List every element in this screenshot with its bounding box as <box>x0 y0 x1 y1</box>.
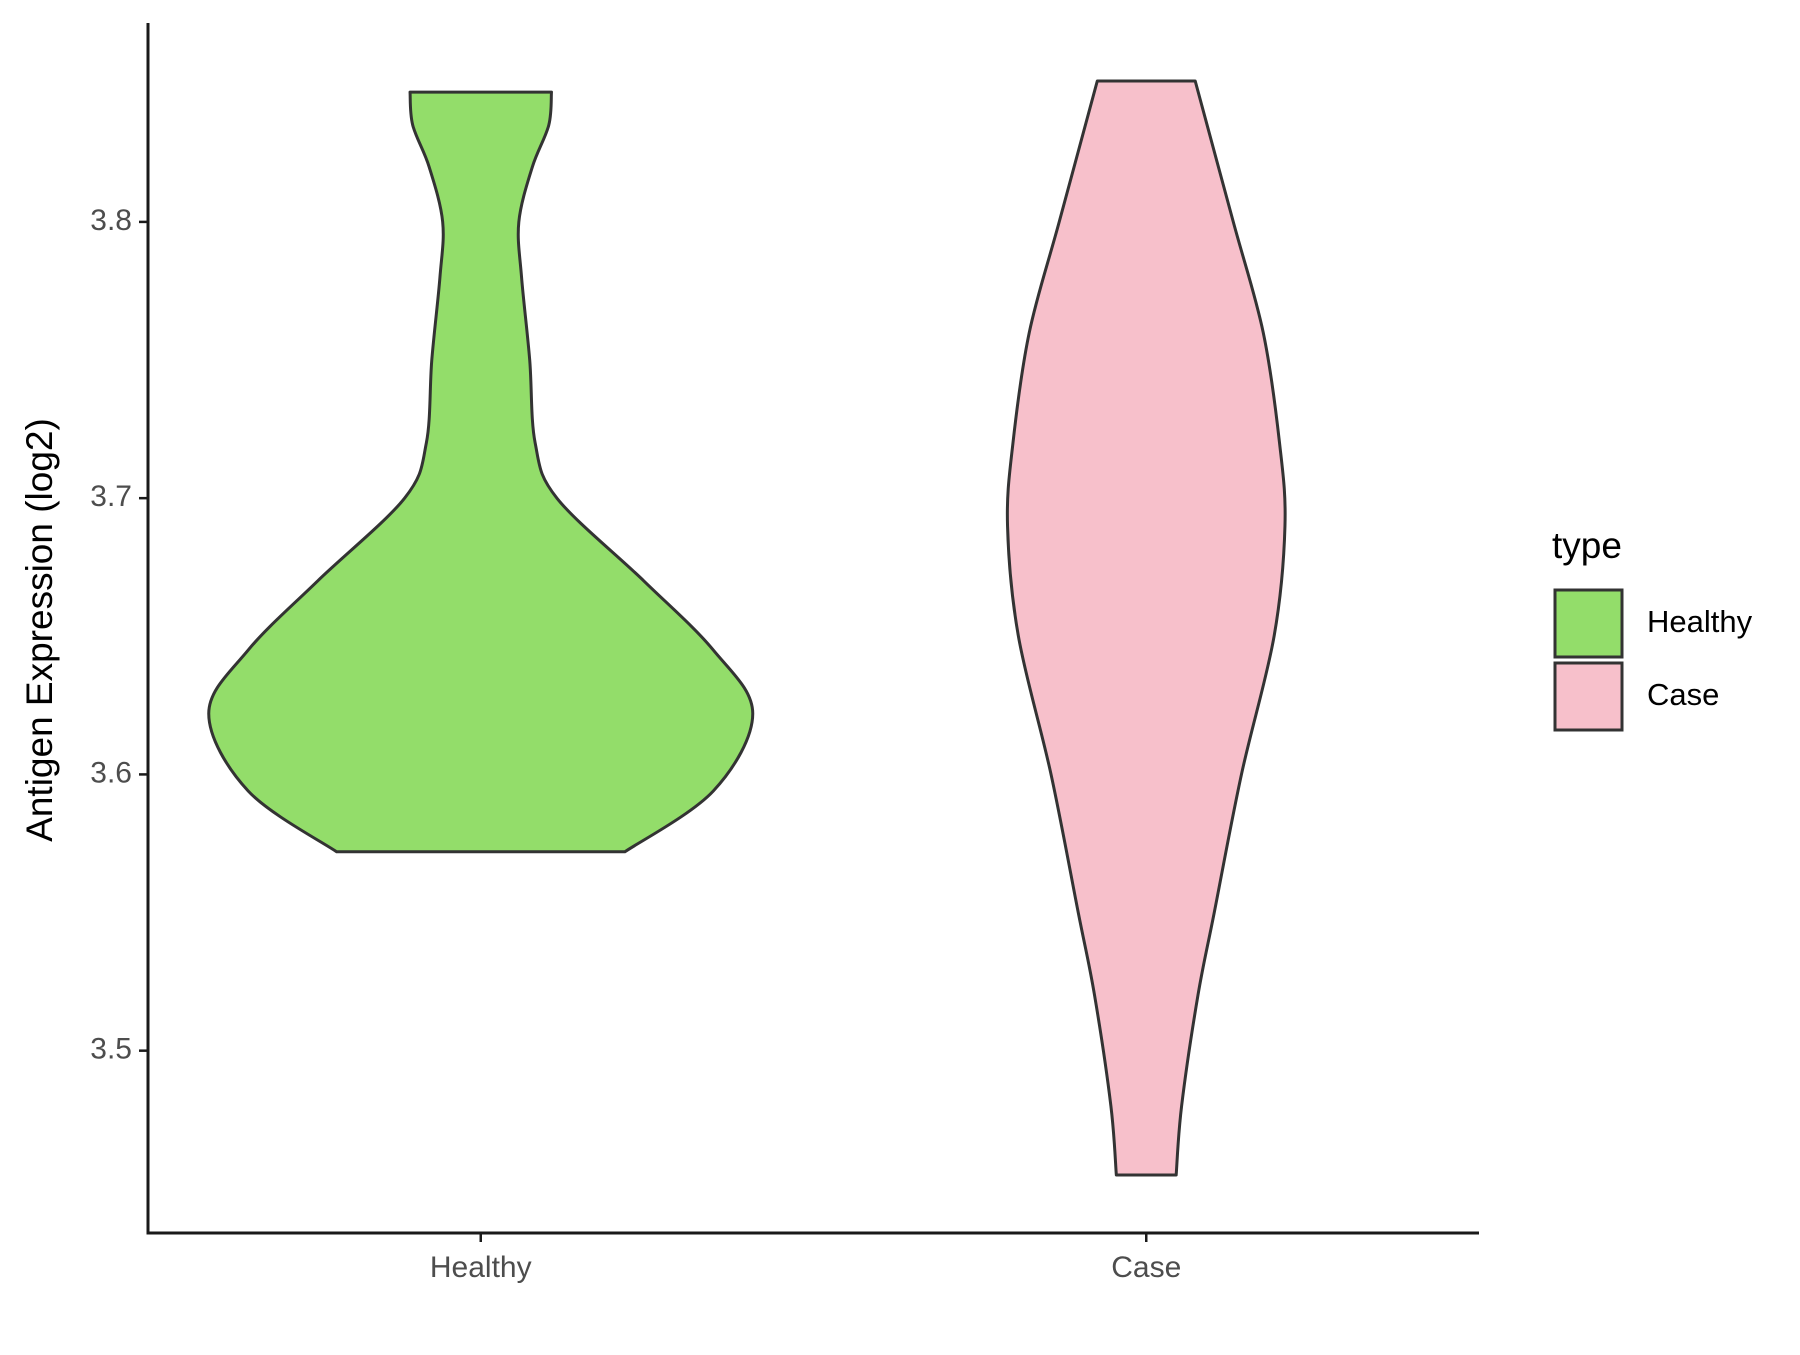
y-tick-label: 3.7 <box>90 480 132 513</box>
legend-label: Healthy <box>1647 604 1753 639</box>
y-tick-label: 3.8 <box>90 204 132 237</box>
x-tick-label: Healthy <box>430 1251 532 1284</box>
legend-label: Case <box>1647 677 1719 712</box>
violin <box>207 90 755 854</box>
y-axis-title: Antigen Expression (log2) <box>19 418 60 842</box>
legend-title: type <box>1552 525 1622 566</box>
legend-key <box>1553 661 1624 732</box>
y-tick-label: 3.5 <box>90 1033 132 1066</box>
y-tick-label: 3.6 <box>90 756 132 789</box>
x-tick-label: Case <box>1111 1251 1181 1284</box>
legend-key <box>1553 588 1624 659</box>
violin <box>1005 79 1287 1177</box>
